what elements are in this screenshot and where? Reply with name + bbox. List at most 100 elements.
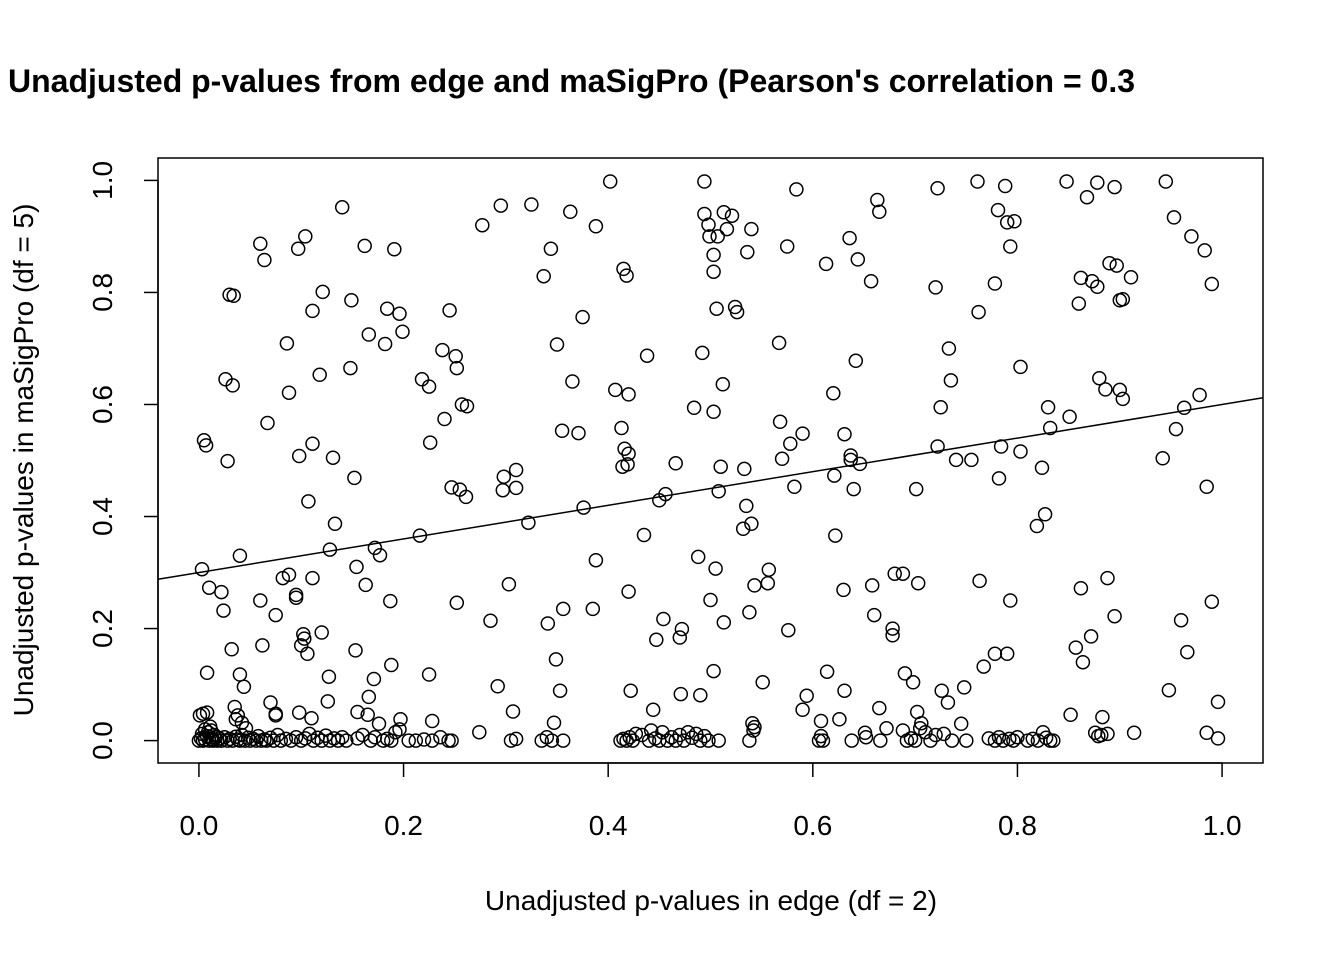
data-point: [366, 671, 382, 687]
data-point: [253, 236, 268, 251]
y-tick-label: 0.8: [87, 273, 118, 312]
data-point: [772, 414, 788, 430]
data-point: [565, 374, 580, 389]
data-point: [863, 273, 879, 289]
data-point: [388, 724, 403, 740]
data-point: [327, 516, 343, 532]
data-point: [702, 229, 717, 244]
x-tick-label: 0.4: [589, 810, 628, 841]
data-point: [268, 607, 283, 623]
data-point: [297, 631, 312, 646]
fit-line: [157, 397, 1264, 580]
data-point: [755, 675, 770, 690]
data-point: [220, 453, 235, 469]
data-point: [713, 459, 728, 474]
data-point: [536, 268, 551, 284]
data-point: [737, 461, 752, 477]
data-point: [789, 182, 804, 197]
data-point: [1098, 382, 1113, 397]
data-point: [940, 695, 956, 710]
data-point: [649, 632, 664, 648]
data-point: [367, 729, 383, 745]
data-point: [496, 469, 512, 484]
data-point: [571, 425, 586, 441]
data-point: [377, 336, 393, 352]
data-point: [795, 426, 810, 441]
data-point: [1192, 387, 1207, 403]
data-point: [719, 221, 735, 237]
data-point: [238, 721, 254, 736]
data-point: [621, 387, 636, 402]
data-point: [279, 336, 295, 351]
data-point: [843, 452, 858, 468]
x-axis: 0.0 0.2 0.4 0.6 0.8 1.0: [179, 762, 1242, 841]
data-point: [576, 500, 591, 515]
data-point: [908, 481, 924, 497]
data-point: [408, 733, 424, 748]
data-point: [1075, 654, 1091, 670]
data-point: [348, 643, 363, 658]
data-point: [1102, 256, 1117, 271]
data-point: [493, 198, 509, 213]
data-point: [422, 435, 438, 450]
data-point: [1063, 707, 1078, 723]
data-point: [818, 256, 834, 272]
data-point: [442, 303, 457, 318]
data-point: [1199, 725, 1214, 741]
data-point: [1115, 291, 1131, 307]
data-point: [964, 452, 979, 468]
data-point: [608, 382, 623, 398]
data-point: [305, 303, 320, 319]
data-point: [392, 722, 407, 737]
data-point: [214, 733, 229, 748]
data-point: [686, 400, 702, 416]
data-point: [424, 733, 440, 748]
data-point: [991, 729, 1007, 745]
data-point: [930, 439, 945, 454]
data-point: [414, 372, 430, 387]
data-point: [300, 646, 315, 662]
data-point: [198, 438, 214, 453]
x-tick-label: 1.0: [1203, 810, 1242, 841]
data-point: [1166, 210, 1182, 225]
data-point: [783, 436, 798, 451]
data-point: [697, 174, 712, 189]
data-point: [1042, 420, 1058, 436]
data-point: [1100, 570, 1115, 586]
data-point: [1155, 451, 1170, 466]
data-point: [259, 733, 274, 748]
data-point: [588, 219, 604, 234]
data-point: [693, 733, 708, 748]
data-point: [936, 726, 952, 742]
data-point: [194, 561, 210, 577]
data-point: [827, 468, 842, 483]
data-point: [623, 683, 638, 698]
data-point: [918, 724, 933, 740]
data-point: [740, 244, 755, 260]
data-point: [1204, 276, 1220, 292]
data-point: [617, 441, 632, 456]
data-point: [668, 456, 683, 471]
data-point: [690, 549, 706, 565]
data-point: [910, 575, 926, 591]
data-point: [1210, 731, 1226, 746]
data-point: [227, 699, 242, 715]
data-point: [844, 733, 859, 748]
data-point: [554, 423, 570, 439]
data-point: [1123, 270, 1139, 285]
data-point: [716, 615, 732, 630]
data-point: [1038, 730, 1054, 746]
data-point: [997, 178, 1013, 194]
data-point: [1126, 725, 1142, 741]
data-point: [628, 726, 644, 742]
data-point: [706, 404, 721, 420]
data-point: [715, 377, 731, 392]
data-point: [1184, 229, 1199, 244]
data-point: [991, 471, 1007, 486]
data-point: [444, 480, 459, 495]
data-point: [697, 728, 712, 744]
data-point: [1107, 608, 1122, 624]
data-point: [621, 584, 636, 599]
x-axis-label: Unadjusted p-values in edge (df = 2): [485, 885, 937, 916]
data-point: [781, 622, 796, 638]
